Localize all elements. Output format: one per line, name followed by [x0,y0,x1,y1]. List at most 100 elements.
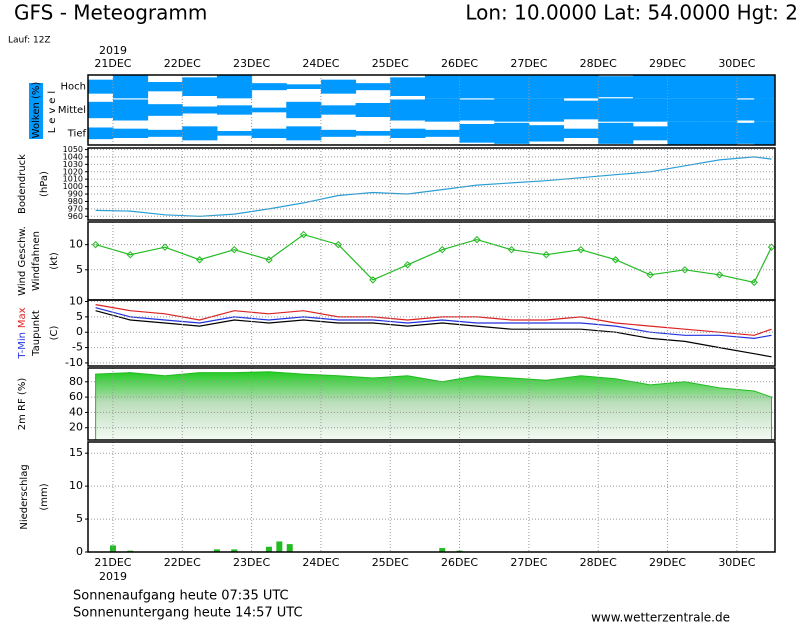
cloud-cell [390,128,426,138]
y-tick-label: 980 [68,197,83,206]
cloud-cell [182,77,218,96]
marker [750,278,758,287]
cloud-cell [182,106,218,114]
year-top: 2019 [99,44,127,57]
cloud-cell [754,98,775,122]
y-tick-label: 80 [69,375,83,388]
panel: 0 5 10 15 [69,441,776,558]
y-tick-label: -10 [65,356,83,369]
bar [213,549,220,552]
cloud-cell [494,98,530,122]
y-tick-label: 5 [76,512,83,525]
x-tick-label: 29DEC [649,556,686,569]
marker [507,245,516,254]
y-tick-label: 10 [69,295,83,308]
cloud-cell [147,129,183,137]
location: Lon: 10.0000 Lat: 54.0000 Hgt: 2 [465,1,798,25]
cloud-cell [182,126,218,141]
bar [276,541,283,552]
cloud-cell [424,75,461,99]
x-tick-label: 24DEC [302,57,339,70]
cloud-cell [355,131,391,136]
panel-frame [87,367,776,441]
y-tick-label: 0 [76,545,83,558]
cloud-cell [563,75,599,99]
x-tick-label: 30DEC [718,556,755,569]
y-tick-label: 1030 [63,160,83,169]
cloud-cell [286,126,322,141]
y-tick-label: 5 [76,263,83,276]
panel-frame [87,299,776,367]
panel-body [95,371,773,440]
panel-body [109,541,463,552]
cloud-cell [459,75,495,99]
x-tick-label: 25DEC [372,556,409,569]
cloud-cell [494,75,530,99]
marker [161,243,169,251]
panel: -10 -5 0 5 10 [65,295,776,369]
marker [438,245,446,254]
sunset: Sonnenuntergang heute 14:57 UTC [73,606,303,621]
x-tick-label: 21DEC [94,57,131,70]
cloud-cell [216,75,253,99]
cloud-cell [147,82,183,92]
legend-entry: T-Min [17,332,28,360]
marker [646,271,654,279]
cloud-cell [702,75,738,99]
cloud-cell [754,75,775,99]
cloud-cell [598,76,634,98]
marker [767,243,775,251]
series-line [95,156,772,217]
bar [231,549,238,552]
cloud-cell [528,75,565,99]
cloud-cell [563,128,599,138]
cloud-cell [563,100,599,120]
area-fill [95,371,773,440]
level-axis-label: Level [47,87,58,133]
marker [611,256,620,264]
marker [299,230,308,239]
series-legend: T-Min Max [17,307,28,359]
site: www.wetterzentrale.de [591,611,730,625]
x-tick-label: 28DEC [580,57,617,70]
y-tick-label: 990 [68,190,83,199]
run: Lauf: 12Z [8,36,51,46]
y-tick-label: 15 [69,446,83,459]
y-tick-label: 970 [68,204,83,213]
marker [577,245,585,254]
cloud-cell [251,107,287,113]
cloud-cell [702,121,738,145]
marker [265,256,273,264]
marker [681,266,689,274]
y-axis-unit: (C) [49,326,60,341]
x-tick-label: 26DEC [441,556,478,569]
x-tick-label: 28DEC [580,556,617,569]
y-tick-label: -5 [72,341,83,354]
x-tick-label: 30DEC [718,57,755,70]
x-tick-label: 29DEC [649,57,686,70]
series-line [95,233,773,284]
series-line [95,307,772,340]
cloud-cell [494,122,530,144]
series-line [95,304,772,336]
cloud-cell [147,104,183,116]
y-tick-label: 1020 [63,167,83,176]
cloud-cell [355,83,391,91]
x-tick-label: 25DEC [372,57,409,70]
y-tick-label: 10 [69,238,83,251]
cloud-cell [632,98,669,122]
y-tick-label: 1040 [63,152,83,161]
panel-frame [87,441,776,553]
marker [369,276,377,284]
cloud-cell [320,105,357,115]
cloud-cell [286,101,322,119]
panel-frame [87,221,776,301]
panel-body [95,156,772,217]
year-bottom: 2019 [99,570,127,583]
cloud-cell [424,129,461,137]
legend-entry: Taupunkt [31,310,42,357]
cloud-cell [112,99,149,121]
y-axis-unit: (kt) [49,252,60,270]
cloud-cell [702,98,738,122]
